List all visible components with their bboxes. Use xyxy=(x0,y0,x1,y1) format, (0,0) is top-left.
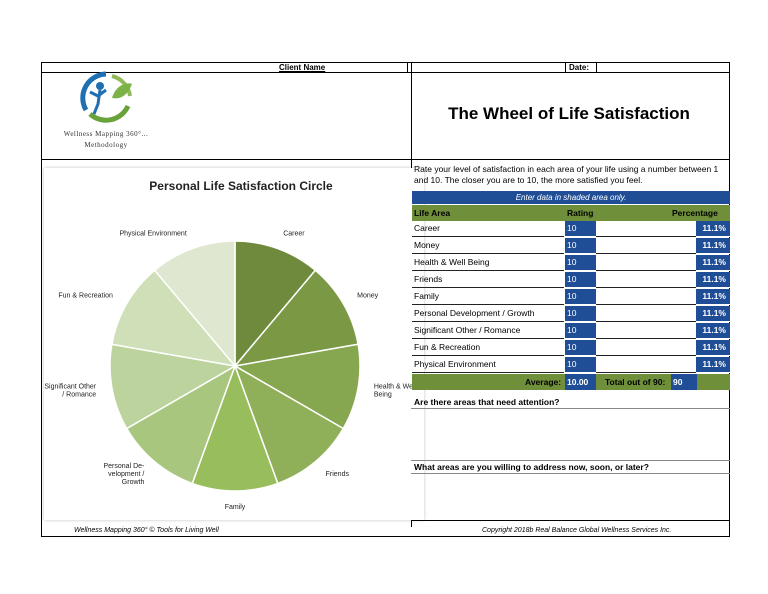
chart-title: Personal Life Satisfaction Circle xyxy=(149,179,333,193)
spacer-cell xyxy=(596,221,696,237)
question-rule xyxy=(411,460,730,461)
life-area-cell: Family xyxy=(412,289,564,305)
pie-slice xyxy=(233,269,359,368)
question-rule xyxy=(411,473,730,474)
percentage-cell: 11.1% xyxy=(696,357,730,373)
spacer-cell xyxy=(596,272,696,288)
table-row: Family 10 11.1% xyxy=(412,289,730,305)
enter-data-banner: Enter data in shaded area only. xyxy=(412,191,730,204)
pie-slice xyxy=(111,269,237,368)
rating-input[interactable]: 10 xyxy=(565,323,596,339)
life-area-cell: Significant Other / Romance xyxy=(412,323,564,339)
percentage-cell: 11.1% xyxy=(696,221,730,237)
spacer-cell xyxy=(596,357,696,373)
life-area-cell: Physical Environment xyxy=(412,357,564,373)
table-row: Health & Well Being 10 11.1% xyxy=(412,255,730,271)
spacer-cell xyxy=(596,323,696,339)
slice-label: Significant Other / Romance xyxy=(44,383,96,398)
date-field[interactable] xyxy=(597,63,729,72)
logo-text-bottom: Methodology xyxy=(84,141,128,149)
pie-slice xyxy=(153,240,236,369)
life-area-cell: Health & Well Being xyxy=(412,255,564,271)
rating-input[interactable]: 10 xyxy=(565,238,596,254)
rating-input[interactable]: 10 xyxy=(565,255,596,271)
percentage-cell: 11.1% xyxy=(696,238,730,254)
client-name-label: Client Name xyxy=(279,63,326,72)
wellness-logo xyxy=(66,70,146,130)
spacer-cell xyxy=(596,340,696,356)
client-name-field[interactable] xyxy=(412,63,564,72)
slice-label: Career xyxy=(283,231,305,238)
date-divider-right xyxy=(596,62,597,73)
header-rule xyxy=(41,72,730,73)
slice-label: Money xyxy=(357,293,379,300)
slice-label: Personal De-velopment / Growth xyxy=(104,463,146,486)
slice-label: Family xyxy=(225,504,246,511)
pie-slice xyxy=(191,363,279,492)
pie-chart: Personal Life Satisfaction Circle Career… xyxy=(44,179,417,511)
client-divider xyxy=(407,62,408,73)
percentage-cell: 11.1% xyxy=(696,289,730,305)
pie-slice xyxy=(125,364,237,485)
percentage-cell: 11.1% xyxy=(696,340,730,356)
address-answer-area[interactable] xyxy=(412,475,729,519)
rating-input[interactable]: 10 xyxy=(565,306,596,322)
footer-rule xyxy=(411,520,730,521)
logo-text-top: Wellness Mapping 360°... xyxy=(63,130,149,138)
slice-label: Fun & Recreation xyxy=(58,293,113,300)
pie-slice xyxy=(109,343,238,430)
spacer-cell xyxy=(596,255,696,271)
life-area-cell: Friends xyxy=(412,272,564,288)
table-row: Personal Development / Growth 10 11.1% xyxy=(412,306,730,322)
table-row: Friends 10 11.1% xyxy=(412,272,730,288)
question-rule xyxy=(411,408,730,409)
question-address: What areas are you willing to address no… xyxy=(414,462,649,472)
slice-label: Health & Well Being xyxy=(374,383,417,398)
attention-answer-area[interactable] xyxy=(412,410,729,460)
spacer-cell xyxy=(596,289,696,305)
date-label: Date: xyxy=(569,63,590,72)
col-rating: Rating xyxy=(567,208,594,218)
table-row: Significant Other / Romance 10 11.1% xyxy=(412,323,730,339)
title-rule xyxy=(41,159,730,160)
life-area-cell: Personal Development / Growth xyxy=(412,306,564,322)
rating-input[interactable]: 10 xyxy=(565,340,596,356)
footer-left: Wellness Mapping 360° © Tools for Living… xyxy=(74,527,219,534)
instructions-text: Rate your level of satisfaction in each … xyxy=(414,164,719,185)
slice-label: Friends xyxy=(326,471,350,478)
pie-slice xyxy=(232,343,361,430)
slice-label: Physical Environment xyxy=(119,231,186,238)
table-row: Fun & Recreation 10 11.1% xyxy=(412,340,730,356)
pie-chart-card: Personal Life Satisfaction Circle Career… xyxy=(44,168,424,520)
rating-input[interactable]: 10 xyxy=(565,221,596,237)
question-attention: Are there areas that need attention? xyxy=(414,397,560,407)
rating-input[interactable]: 10 xyxy=(565,357,596,373)
percentage-cell: 11.1% xyxy=(696,323,730,339)
spacer-cell xyxy=(596,306,696,322)
table-row: Physical Environment 10 11.1% xyxy=(412,357,730,373)
percentage-cell: 11.1% xyxy=(696,272,730,288)
col-percentage: Percentage xyxy=(672,208,718,218)
col-life-area: Life Area xyxy=(414,208,451,218)
rating-input[interactable]: 10 xyxy=(565,289,596,305)
life-area-cell: Career xyxy=(412,221,564,237)
total-value: 90 xyxy=(671,374,697,390)
life-area-cell: Fun & Recreation xyxy=(412,340,564,356)
date-divider-left xyxy=(565,62,566,73)
percentage-cell: 11.1% xyxy=(696,255,730,271)
spacer-cell xyxy=(596,238,696,254)
rating-input[interactable]: 10 xyxy=(565,272,596,288)
life-area-cell: Money xyxy=(412,238,564,254)
footer-copyright: Copyright 2018b Real Balance Global Well… xyxy=(482,527,672,534)
table-row: Career 10 11.1% xyxy=(412,221,730,237)
total-label: Total out of 90: xyxy=(605,377,666,387)
percentage-cell: 11.1% xyxy=(696,306,730,322)
table-row: Money 10 11.1% xyxy=(412,238,730,254)
table-header-bar xyxy=(412,205,730,221)
average-label: Average: xyxy=(525,377,562,387)
pie-slice xyxy=(233,364,345,485)
page-title: The Wheel of Life Satisfaction xyxy=(448,104,690,123)
pie-slice xyxy=(234,240,317,369)
average-value: 10.00 xyxy=(565,374,596,390)
